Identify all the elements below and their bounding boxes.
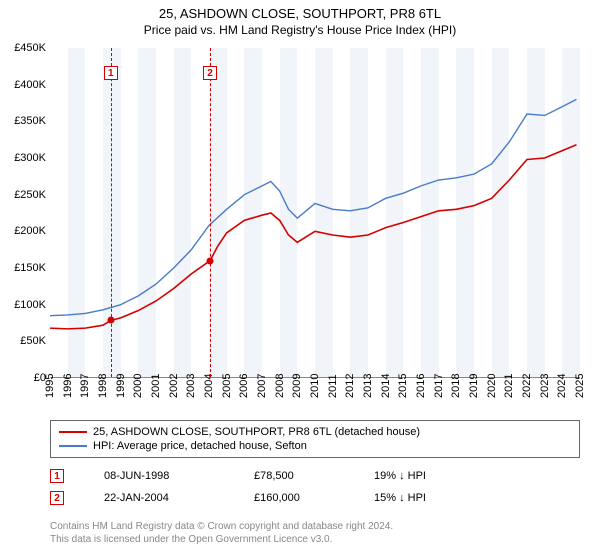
y-axis-label: £450K [0, 42, 46, 54]
sale-marker-dot [107, 317, 114, 324]
sale-marker-number: 2 [203, 66, 217, 80]
marker-delta: 19% ↓ HPI [374, 470, 426, 482]
x-axis-label: 2022 [521, 374, 533, 398]
x-axis-label: 2009 [291, 374, 303, 398]
chart-legend: 25, ASHDOWN CLOSE, SOUTHPORT, PR8 6TL (d… [50, 420, 580, 458]
footnote-line2: This data is licensed under the Open Gov… [50, 533, 393, 546]
x-axis-label: 2013 [362, 374, 374, 398]
x-axis-label: 2019 [468, 374, 480, 398]
x-axis-label: 2020 [486, 374, 498, 398]
x-axis-label: 2023 [539, 374, 551, 398]
y-axis-label: £100K [0, 299, 46, 311]
footnote: Contains HM Land Registry data © Crown c… [50, 520, 393, 546]
x-axis-label: 1996 [62, 374, 74, 398]
x-axis-label: 2002 [168, 374, 180, 398]
y-axis-label: £150K [0, 262, 46, 274]
sale-marker-line [210, 48, 211, 377]
y-axis-label: £50K [0, 335, 46, 347]
x-axis-label: 1998 [97, 374, 109, 398]
legend-row: HPI: Average price, detached house, Seft… [59, 439, 571, 453]
sale-marker-table: 1 08-JUN-1998 £78,500 19% ↓ HPI 2 22-JAN-2004… [50, 465, 580, 509]
chart-plot-area: £0£50K£100K£150K£200K£250K£300K£350K£400… [50, 48, 580, 378]
y-axis-label: £400K [0, 79, 46, 91]
marker-table-row: 2 22-JAN-2004 £160,000 15% ↓ HPI [50, 487, 580, 509]
y-axis-label: £300K [0, 152, 46, 164]
sale-marker-number: 1 [104, 66, 118, 80]
legend-label: HPI: Average price, detached house, Seft… [93, 440, 307, 452]
x-axis-label: 2005 [221, 374, 233, 398]
marker-number-box: 2 [50, 491, 64, 505]
x-axis-label: 2006 [238, 374, 250, 398]
x-axis-label: 2007 [256, 374, 268, 398]
x-axis-label: 2015 [397, 374, 409, 398]
x-axis-label: 2025 [574, 374, 586, 398]
marker-price: £160,000 [254, 492, 334, 504]
x-axis-label: 1995 [44, 374, 56, 398]
x-axis-label: 2001 [150, 374, 162, 398]
marker-table-row: 1 08-JUN-1998 £78,500 19% ↓ HPI [50, 465, 580, 487]
y-axis-label: £350K [0, 115, 46, 127]
x-axis-label: 2008 [274, 374, 286, 398]
y-axis-label: £250K [0, 189, 46, 201]
y-axis-label: £0 [0, 372, 46, 384]
legend-label: 25, ASHDOWN CLOSE, SOUTHPORT, PR8 6TL (d… [93, 426, 420, 438]
series-line [50, 99, 576, 315]
x-axis-label: 2018 [450, 374, 462, 398]
chart-title: 25, ASHDOWN CLOSE, SOUTHPORT, PR8 6TL [0, 0, 600, 21]
chart-lines-svg [50, 48, 580, 378]
x-axis-label: 2014 [380, 374, 392, 398]
marker-number-box: 1 [50, 469, 64, 483]
x-axis-label: 2003 [185, 374, 197, 398]
legend-swatch [59, 431, 87, 433]
marker-date: 08-JUN-1998 [104, 470, 214, 482]
legend-swatch [59, 445, 87, 447]
x-axis-label: 2012 [344, 374, 356, 398]
marker-delta: 15% ↓ HPI [374, 492, 426, 504]
x-axis-label: 2010 [309, 374, 321, 398]
y-axis-label: £200K [0, 225, 46, 237]
marker-price: £78,500 [254, 470, 334, 482]
chart-subtitle: Price paid vs. HM Land Registry's House … [0, 21, 600, 43]
x-axis-label: 1997 [79, 374, 91, 398]
x-axis-label: 1999 [115, 374, 127, 398]
x-axis-label: 2017 [433, 374, 445, 398]
x-axis-label: 2000 [132, 374, 144, 398]
sale-marker-dot [207, 257, 214, 264]
footnote-line1: Contains HM Land Registry data © Crown c… [50, 520, 393, 533]
sale-marker-line [111, 48, 112, 377]
x-axis-label: 2021 [503, 374, 515, 398]
x-axis-label: 2024 [556, 374, 568, 398]
x-axis-label: 2004 [203, 374, 215, 398]
marker-date: 22-JAN-2004 [104, 492, 214, 504]
legend-row: 25, ASHDOWN CLOSE, SOUTHPORT, PR8 6TL (d… [59, 425, 571, 439]
x-axis-label: 2011 [327, 374, 339, 398]
x-axis-label: 2016 [415, 374, 427, 398]
